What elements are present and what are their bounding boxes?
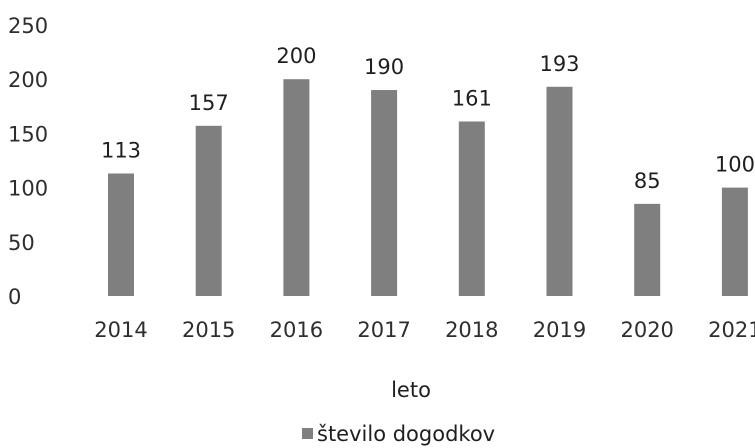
bar: [195, 125, 222, 296]
data-label: 100: [715, 153, 755, 177]
y-tick-label: 0: [8, 285, 21, 309]
data-label: 200: [276, 44, 316, 68]
y-tick-label: 200: [8, 68, 48, 92]
x-tick-label: 2020: [620, 318, 673, 342]
x-tick-label: 2021: [708, 318, 755, 342]
legend: število dogodkov: [302, 422, 495, 446]
y-tick-label: 250: [8, 14, 48, 38]
data-label: 113: [101, 139, 141, 163]
bar: [371, 90, 398, 296]
data-labels: 113 157 200 190 161 193 85 100: [101, 44, 755, 193]
x-tick-label: 2019: [533, 318, 586, 342]
legend-label: število dogodkov: [317, 422, 495, 446]
y-tick-label: 50: [8, 231, 35, 255]
bar: [721, 187, 748, 296]
y-tick-label: 150: [8, 122, 48, 146]
data-label: 193: [539, 52, 579, 76]
x-tick-label: 2017: [357, 318, 410, 342]
data-label: 157: [189, 91, 229, 115]
data-label: 190: [364, 55, 404, 79]
y-axis: 0 50 100 150 200 250: [8, 14, 48, 309]
bar: [634, 203, 661, 296]
x-tick-label: 2018: [445, 318, 498, 342]
x-axis-title: leto: [391, 378, 431, 402]
bar: [458, 121, 485, 296]
x-tick-label: 2016: [270, 318, 323, 342]
data-label: 85: [634, 169, 661, 193]
data-label: 161: [452, 86, 492, 110]
x-tick-label: 2014: [94, 318, 147, 342]
bar-series: [108, 79, 748, 297]
legend-swatch: [302, 428, 313, 439]
y-tick-label: 100: [8, 177, 48, 201]
bar: [546, 86, 573, 297]
x-tick-label: 2015: [182, 318, 235, 342]
x-axis: 2014 2015 2016 2017 2018 2019 2020 2021: [94, 318, 755, 342]
bar: [283, 79, 310, 296]
bar: [108, 173, 134, 296]
